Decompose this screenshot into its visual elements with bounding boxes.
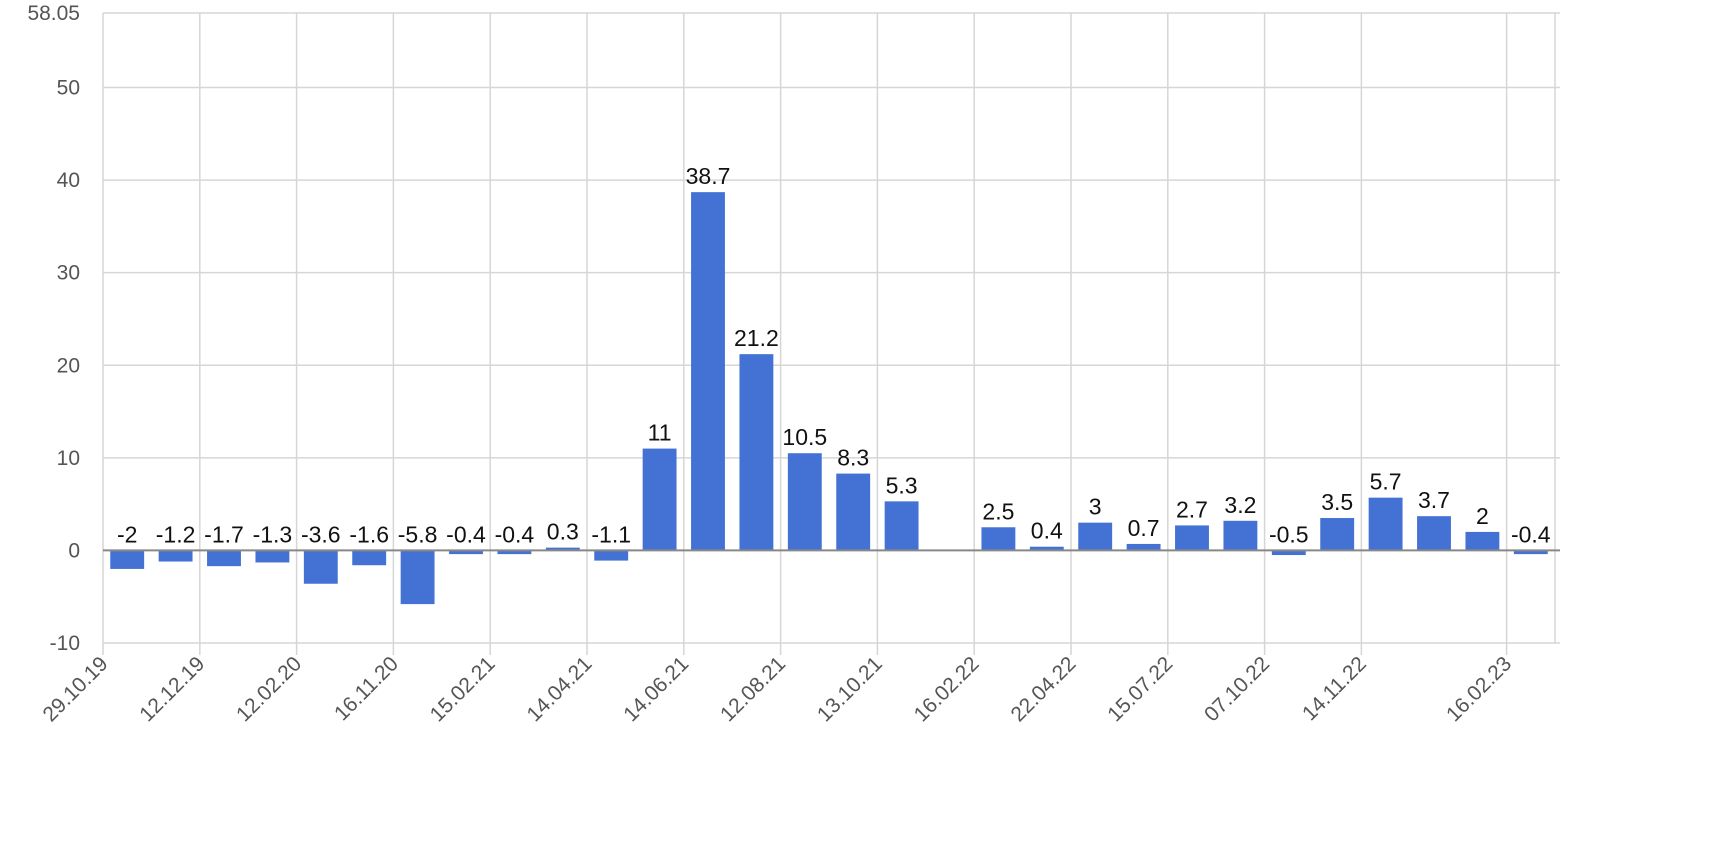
bar	[787, 453, 822, 551]
x-tick-label: 12.08.21	[716, 652, 790, 726]
x-tick-label: 15.07.22	[1103, 652, 1177, 726]
data-label: 0.4	[1031, 518, 1063, 544]
data-label: -5.8	[398, 521, 438, 547]
bar	[884, 501, 919, 551]
bar	[1320, 518, 1355, 551]
bar	[1029, 546, 1064, 551]
data-label: 2	[1476, 503, 1489, 529]
data-label: -2	[117, 521, 137, 547]
bar	[1465, 531, 1500, 551]
bar	[981, 527, 1016, 551]
data-label: 2.5	[982, 498, 1014, 524]
bar	[110, 550, 145, 569]
data-label: 8.3	[837, 445, 869, 471]
bar	[691, 192, 725, 551]
x-axis-ticks: 29.10.19 12.12.19 12.02.20 16.11.20 15.02.21…	[38, 652, 1516, 726]
data-label: -1.7	[204, 521, 244, 547]
data-label: -1.2	[156, 521, 196, 547]
bar	[545, 547, 580, 551]
x-tick-label: 13.10.21	[813, 652, 887, 726]
bar	[642, 448, 677, 551]
x-tick-label: 12.12.19	[135, 652, 209, 726]
data-labels: -2 -1.2 -1.7 -1.3 -3.6 -1.6 -5.8 -0.4 -0.4 0.3 -1.…	[117, 163, 1551, 547]
y-tick-label: 30	[57, 262, 80, 285]
data-label: 3.5	[1321, 489, 1353, 515]
bar	[255, 550, 290, 563]
data-label: 11	[648, 420, 672, 446]
bar	[1126, 543, 1161, 551]
data-label: 38.7	[686, 163, 731, 189]
gridlines	[102, 12, 1560, 655]
bar	[497, 550, 532, 555]
bar	[352, 550, 387, 566]
x-tick-label: 07.10.22	[1200, 652, 1274, 726]
x-tick-label: 14.04.21	[522, 652, 596, 726]
y-tick-label: 10	[57, 447, 80, 470]
data-label: 3	[1089, 494, 1102, 520]
data-label: -0.4	[495, 521, 535, 547]
data-label: -0.4	[1511, 521, 1551, 547]
y-tick-label: 0	[68, 539, 80, 562]
data-label: 0.7	[1128, 515, 1160, 541]
data-label: -0.5	[1269, 521, 1309, 547]
data-label: -1.1	[591, 521, 631, 547]
bar	[207, 550, 241, 567]
bar	[1223, 520, 1258, 551]
bars	[110, 192, 1548, 605]
data-label: -1.3	[253, 521, 293, 547]
x-tick-label: 16.02.22	[910, 652, 984, 726]
data-label: 21.2	[734, 325, 779, 351]
bar	[1513, 550, 1548, 555]
bar	[1368, 497, 1403, 551]
y-axis-ticks: -10 0 10 20 30 40 50 58.05	[27, 2, 80, 655]
bar	[594, 550, 629, 561]
bar	[1175, 525, 1209, 551]
bar	[1271, 550, 1306, 556]
data-label: 5.7	[1370, 469, 1402, 495]
bar	[739, 354, 774, 551]
bar	[836, 473, 871, 551]
data-label: 5.3	[886, 472, 918, 498]
x-tick-label: 14.06.21	[619, 652, 693, 726]
x-tick-label: 22.04.22	[1006, 652, 1080, 726]
bar	[303, 550, 338, 584]
bar	[1417, 516, 1451, 551]
x-tick-label: 15.02.21	[426, 652, 500, 726]
data-label: -1.6	[349, 521, 389, 547]
data-label: 3.2	[1224, 492, 1256, 518]
data-label: 2.7	[1176, 496, 1208, 522]
x-tick-label: 16.11.20	[330, 652, 403, 725]
x-tick-label: 29.10.19	[38, 652, 112, 726]
y-tick-label: 40	[57, 169, 80, 192]
data-label: -3.6	[301, 521, 341, 547]
x-tick-label: 14.11.22	[1298, 652, 1371, 725]
data-label: -0.4	[446, 521, 486, 547]
y-tick-label: -10	[50, 632, 80, 655]
x-tick-label: 16.02.23	[1442, 652, 1516, 726]
data-label: 3.7	[1418, 487, 1450, 513]
bar	[449, 550, 483, 555]
bar	[1078, 522, 1113, 551]
y-tick-label: 58.05	[27, 2, 80, 25]
y-tick-label: 20	[57, 354, 80, 377]
x-tick-label: 12.02.20	[232, 652, 306, 726]
y-tick-label: 50	[57, 77, 80, 100]
data-label: 0.3	[547, 519, 579, 545]
data-label: 10.5	[782, 424, 827, 450]
bar	[158, 550, 193, 562]
bar	[400, 550, 435, 605]
